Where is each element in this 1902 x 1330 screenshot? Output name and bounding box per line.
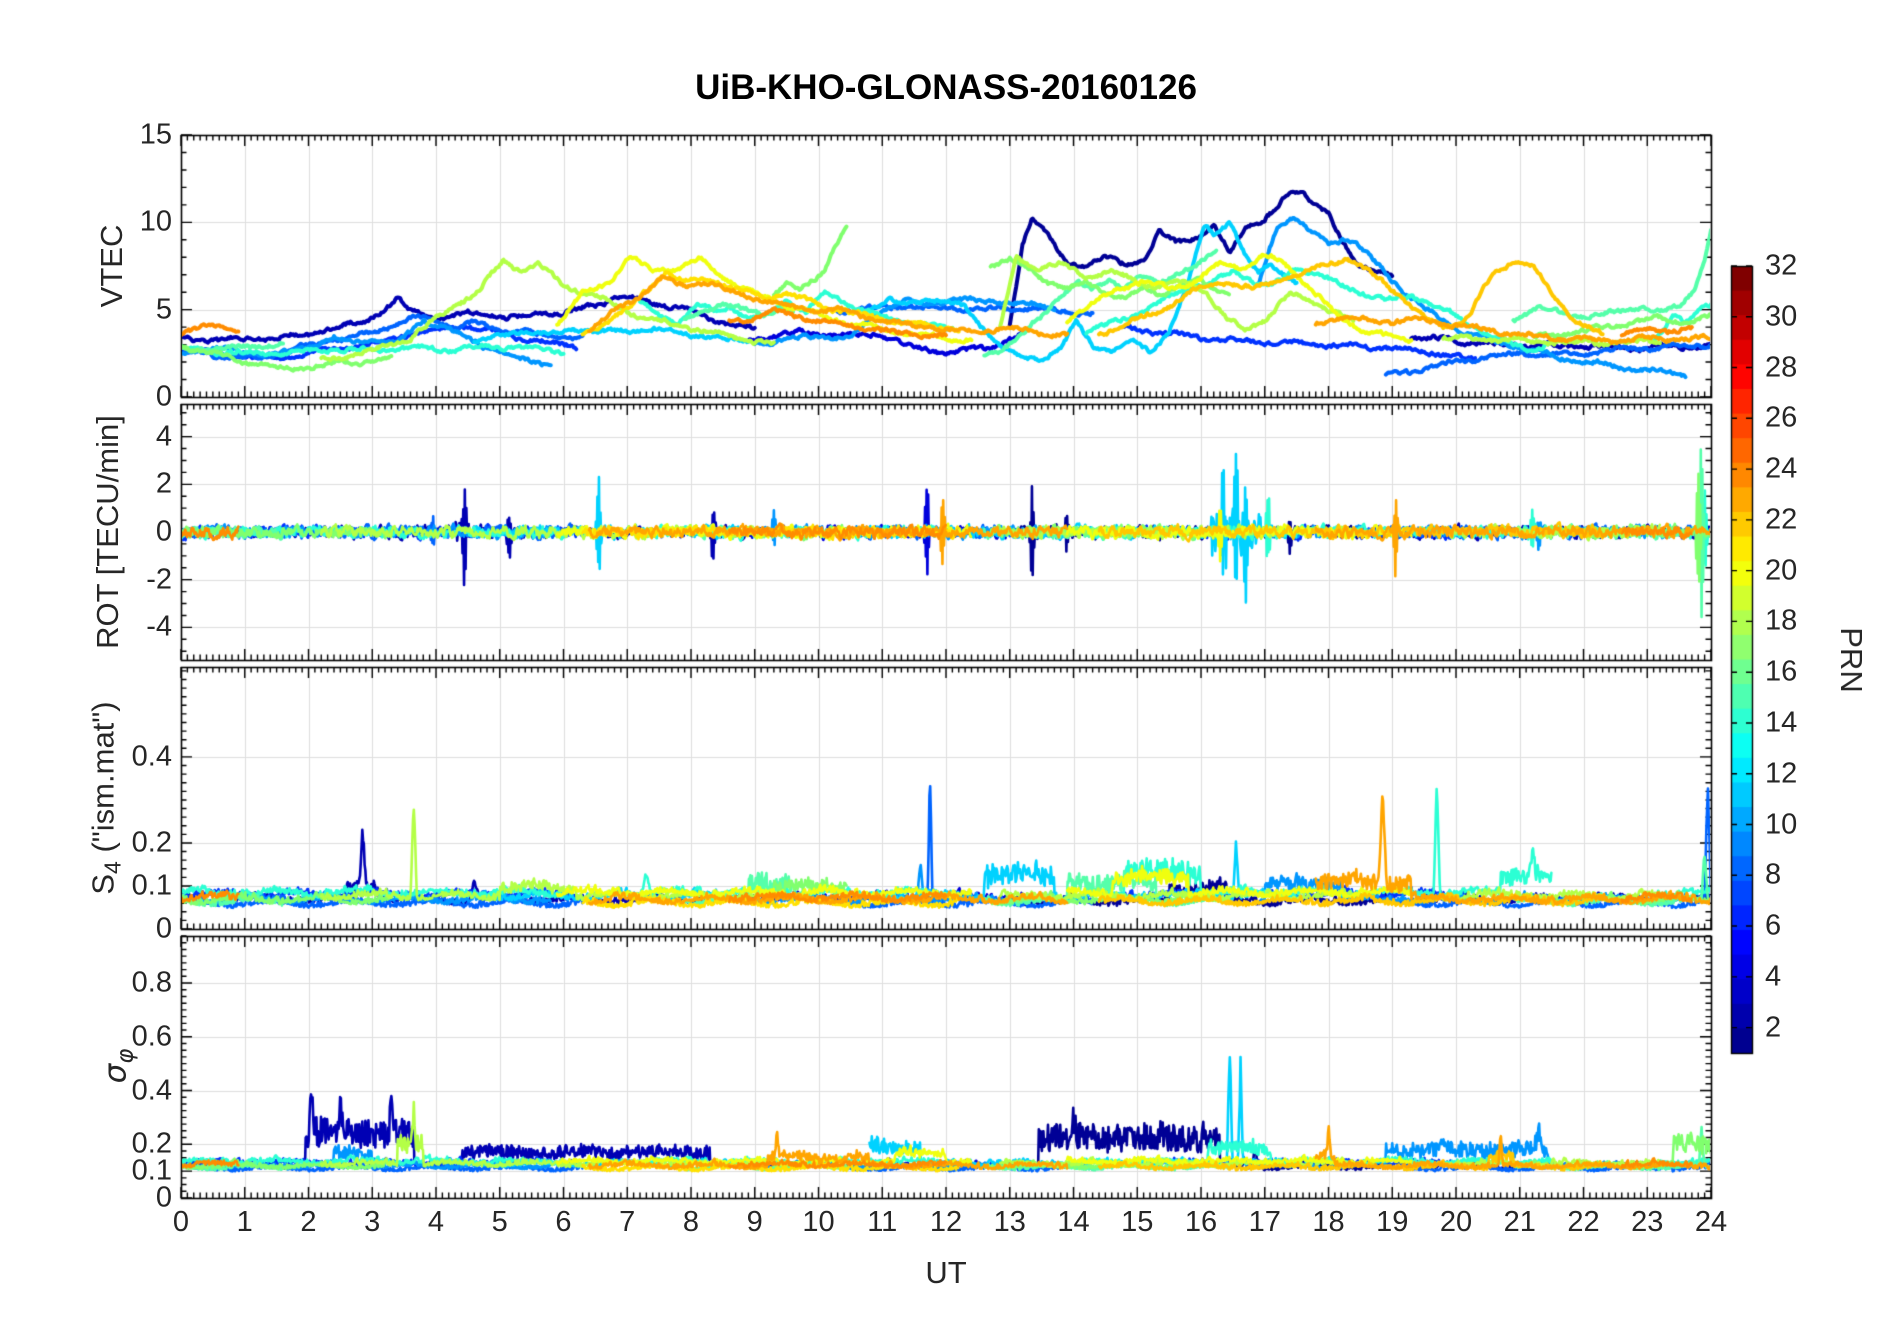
x-tick-label: 14 [1057, 1206, 1090, 1238]
x-tick-label: 4 [427, 1206, 445, 1238]
colorbar-tick-label: 16 [1765, 655, 1798, 688]
sigma_phi-y-tick-label: 0.1 [131, 1154, 172, 1187]
s4-y-tick-label: 0 [155, 912, 172, 945]
sigma_phi-y-tick-label: 0.2 [131, 1127, 172, 1160]
x-tick-label: 15 [1121, 1206, 1154, 1238]
colorbar-tick-label: 20 [1765, 554, 1798, 587]
colorbar-tick-label: 2 [1765, 1011, 1782, 1044]
x-tick-label: 21 [1503, 1206, 1536, 1238]
s4-y-tick-label: 0.2 [131, 826, 172, 859]
x-tick-label: 16 [1184, 1206, 1218, 1238]
x-tick-label: 24 [1694, 1206, 1728, 1238]
s4-y-tick-label: 0.4 [131, 740, 172, 773]
rot-y-tick-label: -2 [146, 563, 172, 596]
colorbar-tick-label: 22 [1765, 503, 1798, 536]
colorbar-tick-label: 12 [1765, 757, 1798, 790]
x-tick-label: 18 [1312, 1206, 1345, 1238]
x-tick-label: 9 [746, 1206, 763, 1238]
vtec-y-tick-label: 10 [139, 205, 172, 238]
vtec-y-tick-label: 5 [155, 293, 172, 326]
x-tick-label: 1 [236, 1206, 253, 1238]
x-tick-label: 20 [1439, 1206, 1473, 1238]
colorbar-tick-label: 30 [1765, 300, 1798, 333]
x-tick-label: 22 [1567, 1206, 1600, 1238]
sigma_phi-y-tick-label: 0.4 [131, 1074, 172, 1106]
colorbar-tick-label: 28 [1765, 351, 1798, 384]
rot-y-tick-label: 4 [155, 420, 172, 453]
colorbar-tick-label: 26 [1765, 401, 1798, 434]
colorbar-tick-label: 8 [1765, 858, 1782, 891]
rot-y-tick-label: 2 [155, 467, 172, 500]
x-tick-label: 3 [364, 1206, 381, 1238]
x-tick-label: 12 [929, 1206, 963, 1238]
x-tick-label: 0 [172, 1206, 190, 1238]
x-tick-label: 10 [802, 1206, 835, 1238]
rot-y-tick-label: -4 [146, 610, 172, 643]
x-tick-label: 8 [682, 1206, 700, 1238]
colorbar-tick-label: 24 [1765, 452, 1798, 485]
colorbar-tick-label: 4 [1765, 960, 1782, 993]
colorbar-label: PRN [1834, 627, 1869, 693]
x-tick-label: 13 [993, 1206, 1026, 1238]
sigma_phi-y-tick-label: 0 [155, 1181, 172, 1214]
sigma_phi-y-tick-label: 0.8 [131, 966, 172, 999]
x-tick-label: 5 [491, 1206, 508, 1238]
colorbar-tick-label: 6 [1765, 909, 1782, 942]
x-tick-label: 23 [1631, 1206, 1664, 1238]
x-tick-label: 17 [1248, 1206, 1281, 1238]
x-tick-label: 2 [300, 1206, 317, 1238]
s4-axis-label: S4 ("ism.mat") [85, 701, 126, 894]
x-tick-label: 19 [1376, 1206, 1409, 1238]
x-axis-label: UT [925, 1255, 967, 1290]
colorbar-tick-label: 18 [1765, 604, 1798, 637]
s4-y-tick-label: 0.1 [131, 869, 172, 902]
x-tick-label: 7 [619, 1206, 636, 1238]
sigma_phi-y-tick-label: 0.6 [131, 1020, 172, 1053]
vtec-y-tick-label: 15 [139, 118, 172, 151]
colorbar-tick-label: 32 [1765, 249, 1798, 282]
vtec-y-tick-label: 0 [155, 380, 172, 413]
chart-title: UiB-KHO-GLONASS-20160126 [695, 68, 1197, 107]
rot-y-tick-label: 0 [155, 515, 172, 548]
colorbar-tick-label: 14 [1765, 706, 1798, 739]
x-tick-label: 11 [867, 1206, 898, 1238]
colorbar-tick-label: 10 [1765, 808, 1798, 841]
x-tick-label: 6 [555, 1206, 572, 1238]
